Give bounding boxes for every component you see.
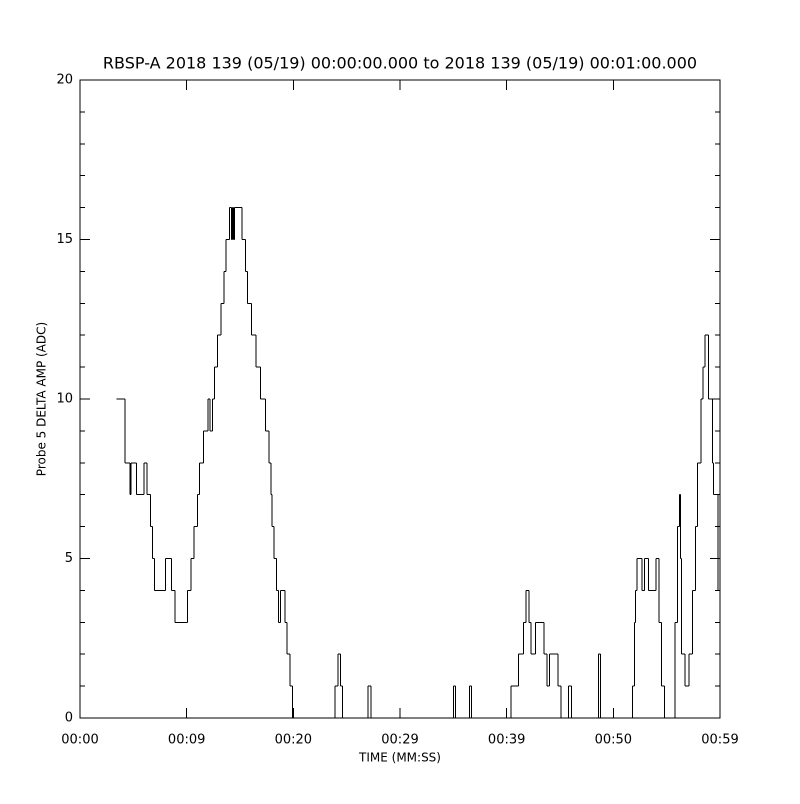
y-tick-label: 5 — [65, 551, 73, 566]
x-tick-label: 00:50 — [595, 733, 632, 748]
x-axis-label: TIME (MM:SS) — [358, 751, 441, 765]
y-tick-label: 10 — [56, 392, 73, 407]
x-tick-label: 00:59 — [701, 733, 738, 748]
y-tick-label: 0 — [65, 711, 73, 726]
y-tick-label: 15 — [56, 232, 73, 247]
chart-title: RBSP-A 2018 139 (05/19) 00:00:00.000 to … — [103, 54, 697, 73]
x-tick-label: 00:09 — [168, 733, 205, 748]
y-axis-label: Probe 5 DELTA AMP (ADC) — [35, 322, 49, 476]
y-tick-label: 20 — [56, 73, 73, 88]
x-tick-label: 00:39 — [488, 733, 525, 748]
x-tick-label: 00:29 — [381, 733, 418, 748]
x-tick-label: 00:00 — [61, 733, 98, 748]
x-tick-label: 00:20 — [275, 733, 312, 748]
